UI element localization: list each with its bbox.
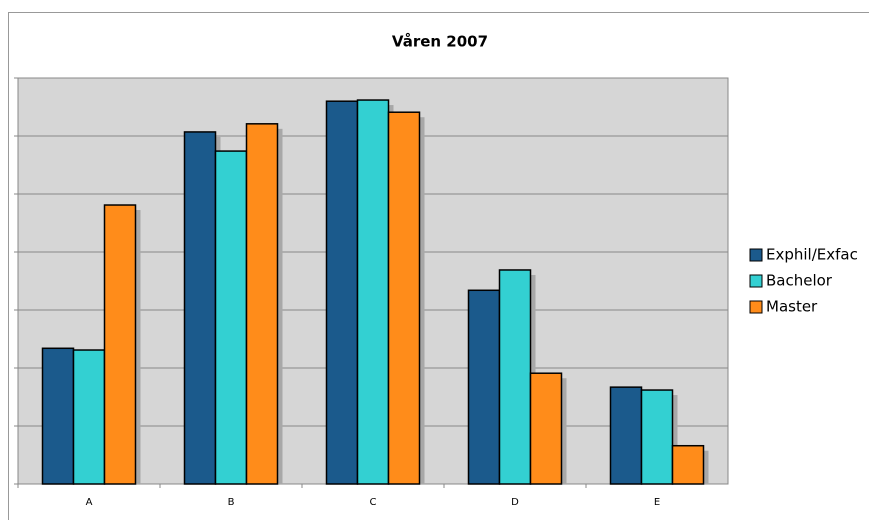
bar <box>356 99 390 485</box>
legend-swatch <box>749 300 763 314</box>
bar <box>498 269 532 485</box>
legend-swatch <box>749 274 763 288</box>
bar <box>41 347 75 485</box>
bar <box>640 389 674 485</box>
x-tick-label: D <box>511 497 519 508</box>
legend-label: Bachelor <box>766 272 833 290</box>
bar <box>387 111 421 485</box>
x-tick-label: A <box>86 497 93 508</box>
x-tick-label: C <box>370 497 377 508</box>
bar <box>325 100 359 485</box>
bar <box>214 150 248 485</box>
bar <box>72 349 106 485</box>
bar <box>609 386 643 485</box>
chart-title: Våren 2007 <box>392 33 488 51</box>
x-tick-label: E <box>654 497 660 508</box>
legend-label: Master <box>766 298 818 316</box>
bar <box>467 289 501 485</box>
bar <box>529 372 563 485</box>
bar <box>103 204 137 485</box>
bar <box>671 444 705 485</box>
legend-label: Exphil/Exfac <box>766 246 858 264</box>
legend-swatch <box>749 248 763 262</box>
x-tick-label: B <box>228 497 235 508</box>
bar <box>183 131 217 485</box>
bar <box>245 123 279 485</box>
